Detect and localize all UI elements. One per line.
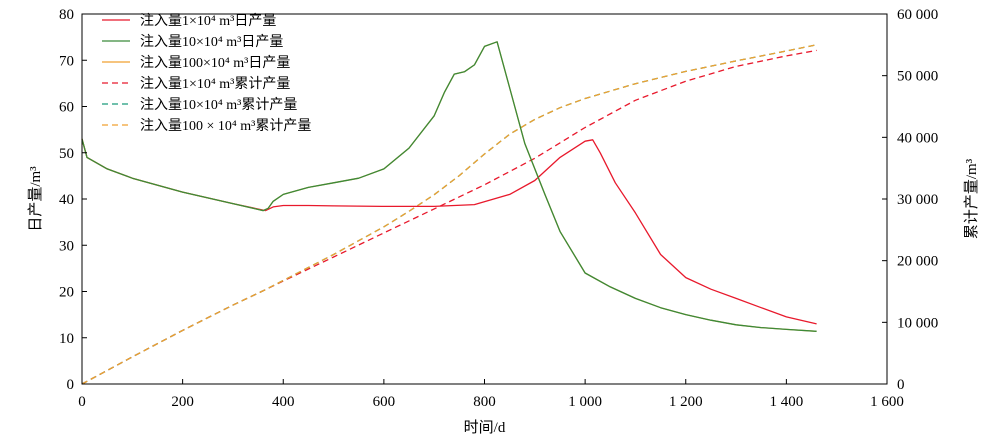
y-right-tick-label: 50 000 xyxy=(897,69,938,85)
legend-label-5: 注入量100 × 10⁴ m³累计产量 xyxy=(140,118,311,134)
axes-layer: 0 200 400 600 800 1 000 1 200 1 400 1 6000102030… xyxy=(27,7,980,436)
y-right-tick-label: 20 000 xyxy=(897,254,938,270)
x-tick-label: 400 xyxy=(272,394,295,410)
series-line-5 xyxy=(81,44,817,385)
series-line-1 xyxy=(81,41,817,332)
y-left-tick-label: 20 xyxy=(59,285,74,301)
y-left-tick-label: 70 xyxy=(59,53,74,69)
x-tick-label: 0 xyxy=(78,394,86,410)
x-axis-title: 时间/d xyxy=(464,419,506,436)
y-left-tick-label: 0 xyxy=(67,377,75,393)
y-right-tick-label: 10 000 xyxy=(897,315,938,331)
legend-label-3: 注入量1×10⁴ m³累计产量 xyxy=(140,76,290,92)
y-left-tick-label: 80 xyxy=(59,7,74,23)
x-tick-label: 1 600 xyxy=(870,394,904,410)
y-left-tick-label: 60 xyxy=(59,100,74,116)
legend-label-4: 注入量10×10⁴ m³累计产量 xyxy=(140,97,297,113)
y-left-tick-label: 10 xyxy=(59,331,74,347)
series-line-0 xyxy=(81,138,817,325)
y-right-tick-label: 40 000 xyxy=(897,130,938,146)
y-right-tick-label: 30 000 xyxy=(897,192,938,208)
y-left-tick-label: 50 xyxy=(59,146,74,162)
legend-label-1: 注入量10×10⁴ m³日产量 xyxy=(140,34,283,50)
y-left-tick-label: 40 xyxy=(59,192,74,208)
y-left-tick-label: 30 xyxy=(59,238,74,254)
legend-label-2: 注入量100×10⁴ m³日产量 xyxy=(140,55,290,71)
x-tick-label: 1 000 xyxy=(568,394,602,410)
y-right-tick-label: 0 xyxy=(897,377,905,393)
x-tick-label: 600 xyxy=(373,394,396,410)
y-right-tick-label: 60 000 xyxy=(897,7,938,23)
legend-label-0: 注入量1×10⁴ m³日产量 xyxy=(140,13,276,29)
x-tick-label: 200 xyxy=(171,394,194,410)
x-tick-label: 800 xyxy=(473,394,496,410)
x-tick-label: 1 400 xyxy=(770,394,804,410)
y-left-axis-title: 日产量/m³ xyxy=(27,166,44,232)
y-right-axis-title: 累计产量/m³ xyxy=(963,158,980,239)
x-tick-label: 1 200 xyxy=(669,394,703,410)
series-layer xyxy=(81,41,817,385)
series-line-4 xyxy=(81,44,817,385)
